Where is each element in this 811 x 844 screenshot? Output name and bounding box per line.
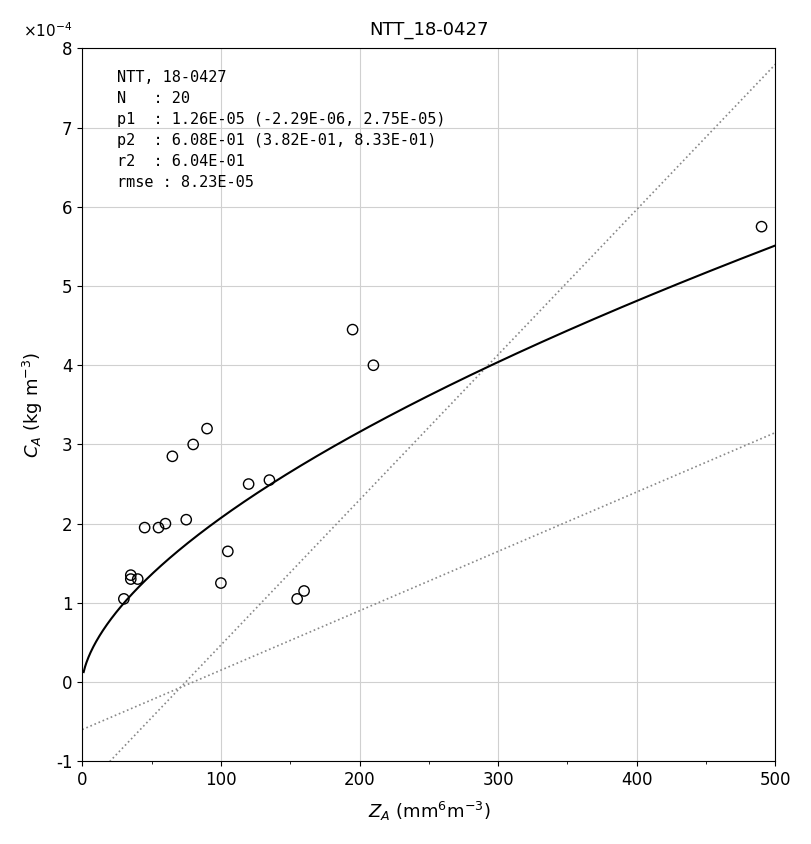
- Point: [165, 450, 178, 463]
- Title: NTT_18-0427: NTT_18-0427: [369, 21, 488, 39]
- Point: [214, 576, 227, 590]
- Point: [124, 572, 137, 586]
- Point: [131, 572, 144, 586]
- Point: [179, 513, 192, 527]
- Text: NTT, 18-0427
N   : 20
p1  : 1.26E-05 (-2.29E-06, 2.75E-05)
p2  : 6.08E-01 (3.82E: NTT, 18-0427 N : 20 p1 : 1.26E-05 (-2.29…: [117, 70, 445, 190]
- Text: $\times10^{-4}$: $\times10^{-4}$: [24, 21, 73, 40]
- Point: [345, 323, 358, 337]
- Point: [152, 521, 165, 534]
- Point: [242, 478, 255, 491]
- Point: [118, 592, 131, 606]
- Point: [200, 422, 213, 436]
- X-axis label: $Z_A$ (mm$^6$m$^{-3}$): $Z_A$ (mm$^6$m$^{-3}$): [367, 800, 490, 823]
- Point: [221, 544, 234, 558]
- Point: [124, 568, 137, 582]
- Point: [297, 584, 310, 598]
- Y-axis label: $C_A$ (kg m$^{-3}$): $C_A$ (kg m$^{-3}$): [21, 352, 45, 458]
- Point: [754, 220, 767, 234]
- Point: [159, 517, 172, 530]
- Point: [367, 359, 380, 372]
- Point: [290, 592, 303, 606]
- Point: [138, 521, 151, 534]
- Point: [263, 473, 276, 487]
- Point: [187, 438, 200, 452]
